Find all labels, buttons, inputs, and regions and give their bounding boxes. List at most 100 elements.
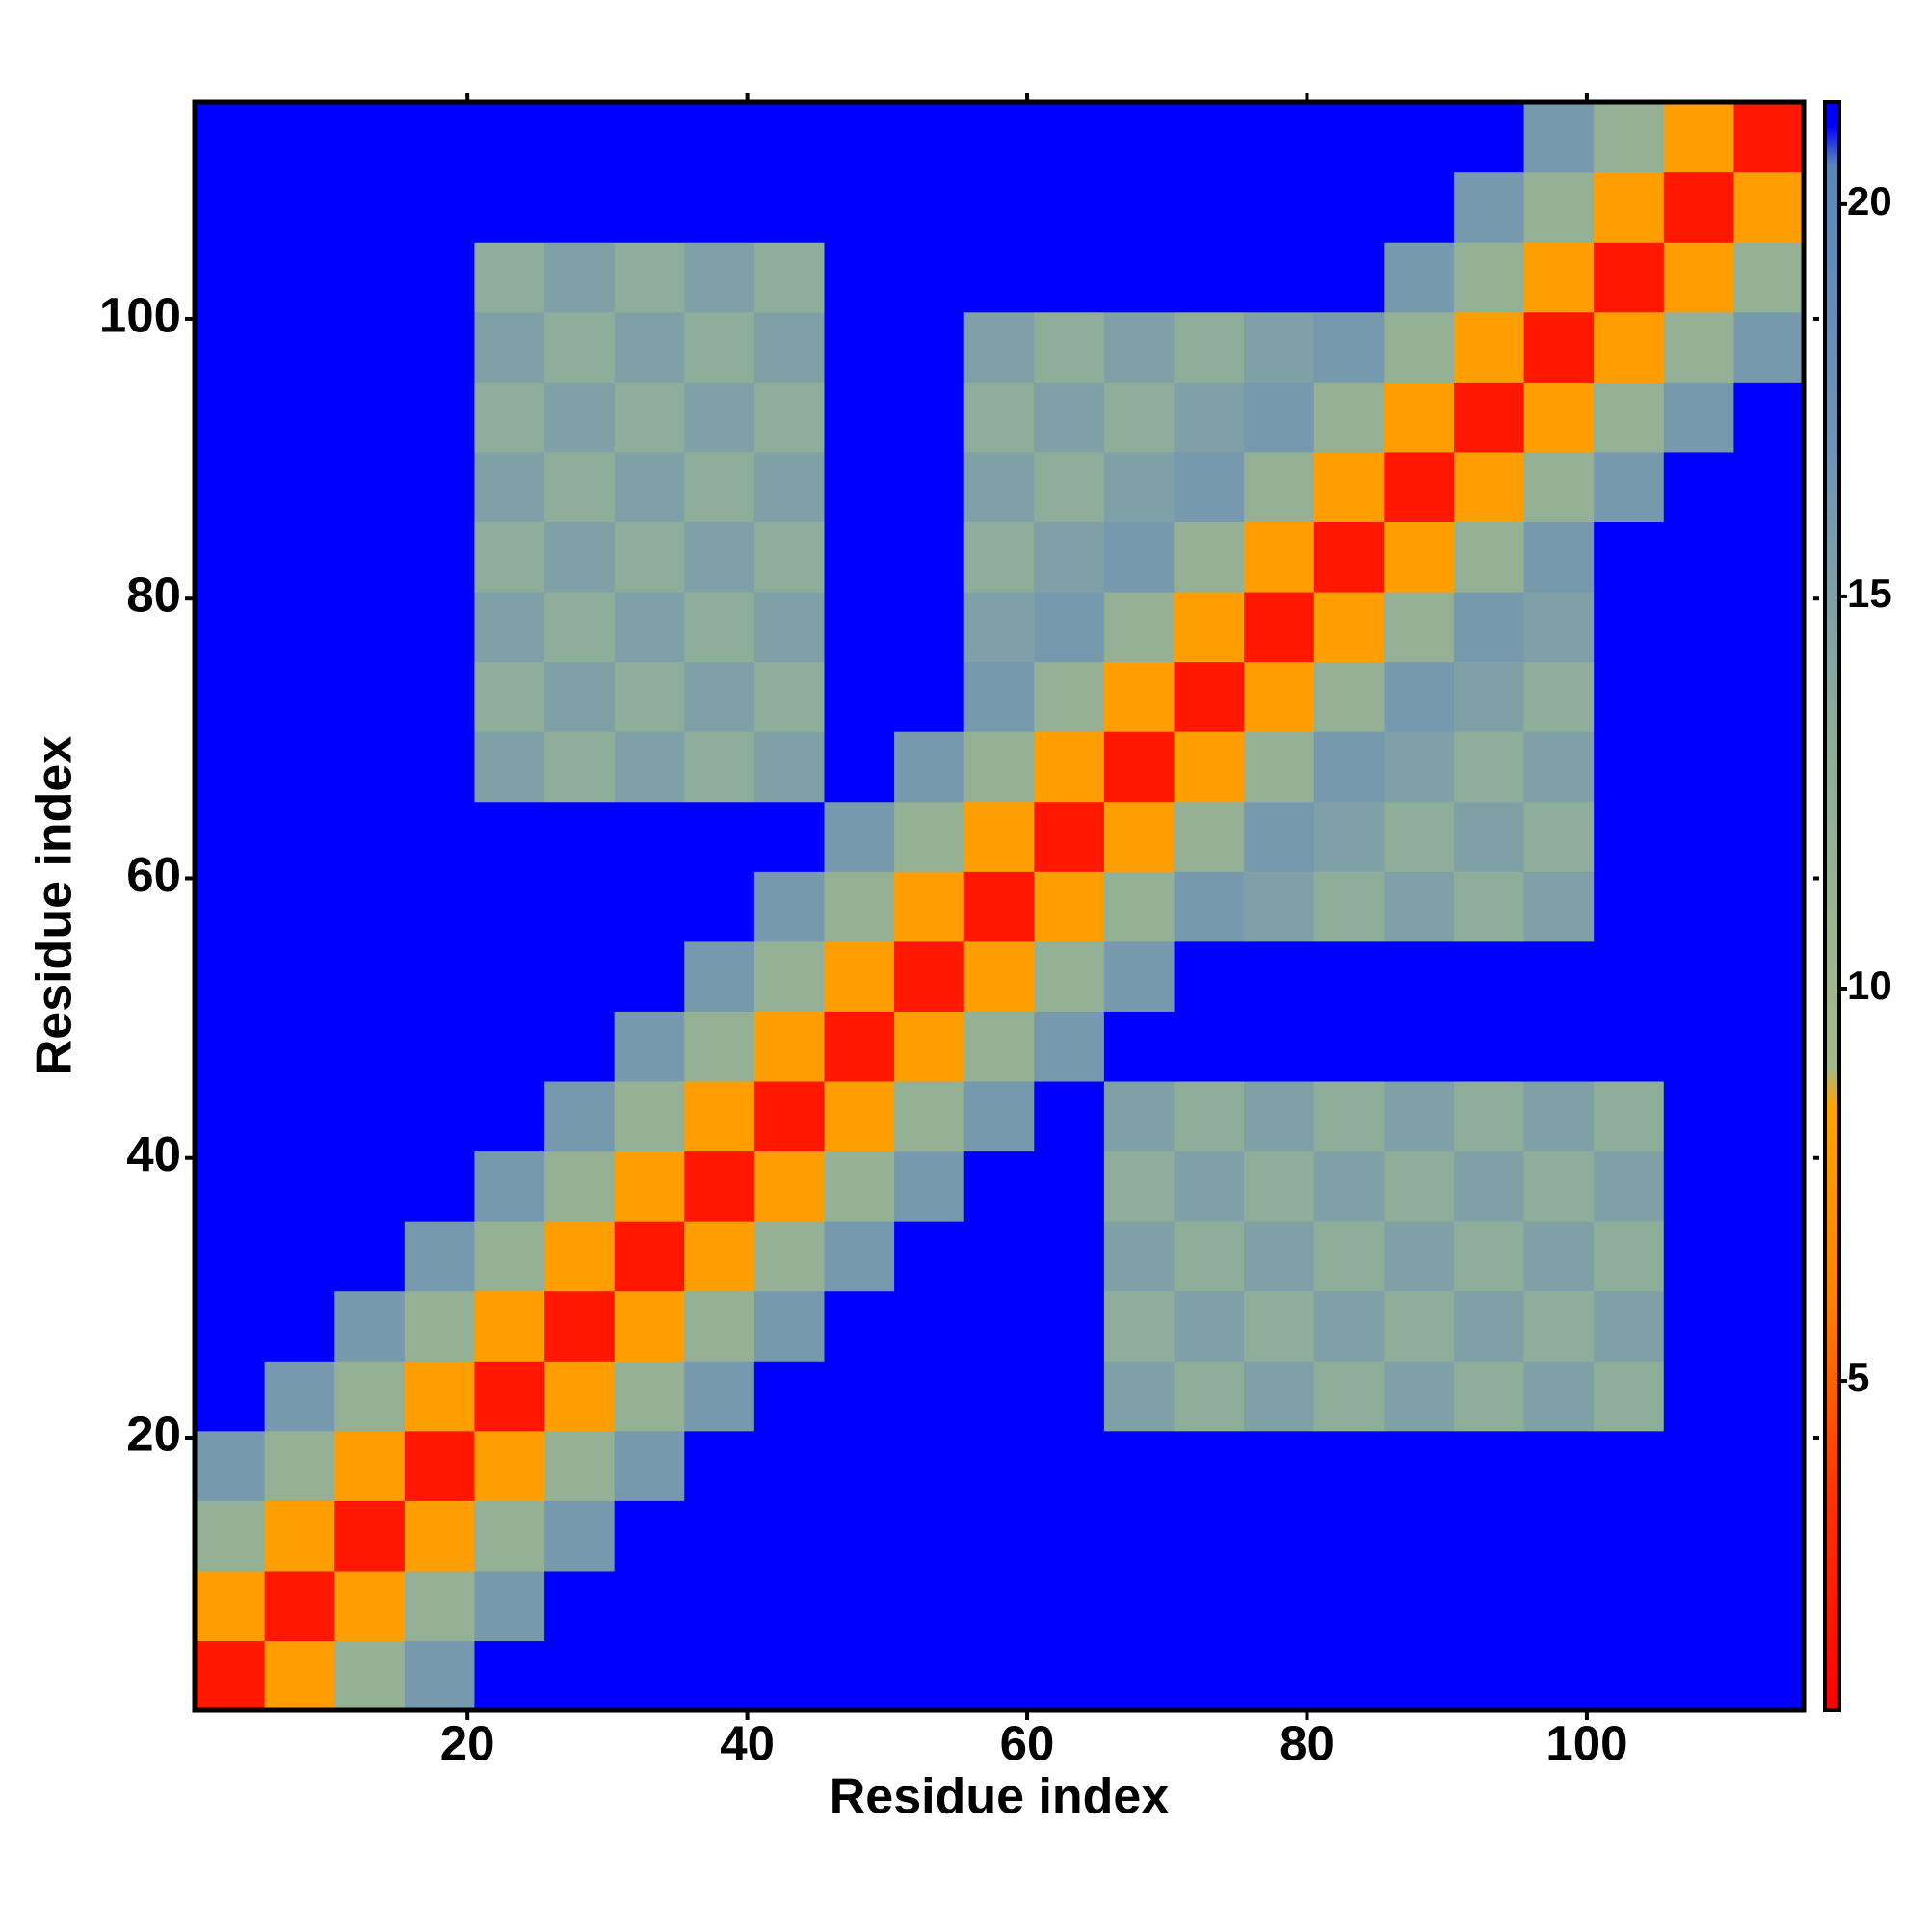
heatmap-cell — [195, 451, 266, 522]
heatmap-cell — [964, 1080, 1035, 1152]
heatmap-cell — [1663, 1640, 1734, 1711]
heatmap-cell — [684, 1570, 755, 1642]
heatmap-cell — [894, 242, 965, 313]
heatmap-cell — [1103, 1290, 1175, 1362]
heatmap-cell — [1313, 1011, 1385, 1082]
heatmap-cell — [1313, 661, 1385, 732]
y-tick-label: 100 — [99, 287, 181, 342]
heatmap-cell — [1453, 1011, 1525, 1082]
heatmap-cell — [964, 1570, 1035, 1642]
heatmap-cell — [264, 1151, 335, 1222]
heatmap-cell — [894, 871, 965, 942]
heatmap-cell — [1453, 661, 1525, 732]
heatmap-cell — [1453, 1570, 1525, 1642]
heatmap-cell — [1663, 172, 1734, 243]
heatmap-cell — [1663, 801, 1734, 872]
heatmap-cell — [964, 451, 1035, 522]
heatmap-cell — [1384, 1430, 1455, 1501]
heatmap-cell — [1103, 311, 1175, 383]
heatmap-cell — [684, 1290, 755, 1362]
heatmap-cell — [1594, 1011, 1665, 1082]
heatmap-cell — [334, 1221, 406, 1292]
heatmap-cell — [894, 1500, 965, 1572]
heatmap-cell — [404, 1080, 476, 1152]
heatmap-cell — [334, 591, 406, 663]
heatmap-cell — [1103, 1221, 1175, 1292]
heatmap-cell — [684, 382, 755, 453]
heatmap-cell — [474, 940, 545, 1012]
heatmap-cell — [894, 1290, 965, 1362]
heatmap-cell — [1313, 172, 1385, 243]
heatmap-cell — [195, 591, 266, 663]
heatmap-cell — [1244, 382, 1315, 453]
heatmap-cell — [824, 521, 895, 593]
heatmap-cell — [614, 661, 685, 732]
heatmap-cell — [1034, 1500, 1105, 1572]
heatmap-cell — [1103, 661, 1175, 732]
heatmap-cell — [404, 1011, 476, 1082]
heatmap-cell — [334, 1290, 406, 1362]
heatmap-cell — [474, 382, 545, 453]
heatmap-cell — [544, 1080, 616, 1152]
heatmap-cell — [614, 1430, 685, 1501]
heatmap-cell — [1384, 1011, 1455, 1082]
heatmap-cell — [334, 1361, 406, 1432]
heatmap-cell — [1103, 521, 1175, 593]
heatmap-cell — [474, 1640, 545, 1711]
heatmap-cell — [964, 1011, 1035, 1082]
heatmap-cell — [1174, 731, 1245, 803]
heatmap-cell — [264, 801, 335, 872]
heatmap-cell — [753, 1290, 826, 1362]
heatmap-cell — [1523, 1570, 1595, 1642]
heatmap-cell — [1174, 1500, 1245, 1572]
heatmap-cell — [1523, 242, 1595, 313]
heatmap-cell — [1034, 451, 1105, 522]
heatmap-cell — [404, 242, 476, 313]
heatmap-cell — [264, 940, 335, 1012]
heatmap-cell — [1103, 1080, 1175, 1152]
heatmap-cell — [894, 1221, 965, 1292]
heatmap-cell — [1523, 591, 1595, 663]
heatmap-cell — [1034, 1151, 1105, 1222]
heatmap-cell — [544, 1221, 616, 1292]
heatmap-cell — [264, 1430, 335, 1501]
heatmap-cell — [1174, 1290, 1245, 1362]
heatmap-cell — [1523, 311, 1595, 383]
heatmap-cell — [1103, 1151, 1175, 1222]
heatmap-cell — [964, 102, 1035, 173]
heatmap-cell — [195, 1221, 266, 1292]
heatmap-cell — [1523, 1080, 1595, 1152]
heatmap-cell — [894, 801, 965, 872]
heatmap-cell — [964, 242, 1035, 313]
heatmap-cell — [753, 172, 826, 243]
heatmap-cell — [1523, 1430, 1595, 1501]
heatmap-cell — [824, 451, 895, 522]
heatmap-cell — [1174, 1430, 1245, 1501]
heatmap-cell — [1034, 940, 1105, 1012]
heatmap-cell — [1103, 1011, 1175, 1082]
heatmap-cell — [474, 1011, 545, 1082]
heatmap-cell — [684, 172, 755, 243]
heatmap-cell — [334, 1640, 406, 1711]
heatmap-cell — [1103, 940, 1175, 1012]
heatmap-cell — [474, 591, 545, 663]
heatmap-cell — [334, 1430, 406, 1501]
heatmap-cell — [894, 1361, 965, 1432]
heatmap-cell — [684, 1430, 755, 1501]
heatmap-cell — [334, 172, 406, 243]
heatmap-cell — [1384, 451, 1455, 522]
heatmap-cell — [1384, 242, 1455, 313]
heatmap-cell — [1384, 1151, 1455, 1222]
heatmap-cell — [474, 521, 545, 593]
heatmap-cell — [964, 382, 1035, 453]
heatmap-cell — [195, 1500, 266, 1572]
heatmap-cell — [264, 1570, 335, 1642]
heatmap-cell — [1103, 1361, 1175, 1432]
heatmap-cell — [1384, 871, 1455, 942]
heatmap-cell — [1384, 801, 1455, 872]
heatmap-cell — [1384, 1361, 1455, 1432]
heatmap-cell — [1244, 1011, 1315, 1082]
y-tick-label: 80 — [126, 568, 181, 622]
heatmap-cell — [1244, 311, 1315, 383]
heatmap-cell — [1453, 731, 1525, 803]
